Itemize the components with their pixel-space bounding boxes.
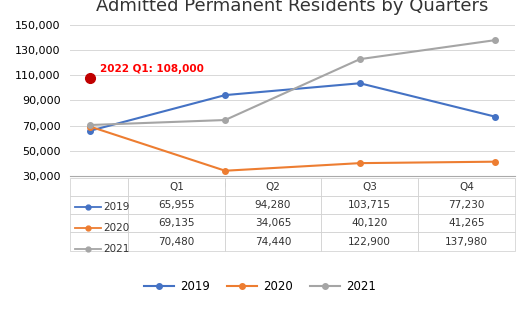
2019 xyxy=(491,115,498,118)
2019 xyxy=(87,129,94,133)
Title: Admitted Permanent Residents by Quarters: Admitted Permanent Residents by Quarters xyxy=(96,0,489,14)
Legend: 2019, 2020, 2021: 2019, 2020, 2021 xyxy=(140,275,380,298)
2020 xyxy=(491,160,498,164)
2021 xyxy=(357,57,363,61)
2019 xyxy=(357,81,363,85)
Text: 2021: 2021 xyxy=(103,244,130,254)
2019 xyxy=(222,93,228,97)
2020 xyxy=(87,125,94,128)
2021 xyxy=(491,38,498,42)
Text: 2019: 2019 xyxy=(103,202,130,212)
Text: 2022 Q1: 108,000: 2022 Q1: 108,000 xyxy=(100,64,204,74)
2021 xyxy=(222,118,228,122)
2021 xyxy=(87,123,94,127)
Line: 2021: 2021 xyxy=(88,37,497,128)
Line: 2019: 2019 xyxy=(88,80,497,133)
Line: 2020: 2020 xyxy=(88,124,497,174)
2020 xyxy=(222,169,228,173)
Text: 2020: 2020 xyxy=(103,223,130,233)
2020 xyxy=(357,161,363,165)
